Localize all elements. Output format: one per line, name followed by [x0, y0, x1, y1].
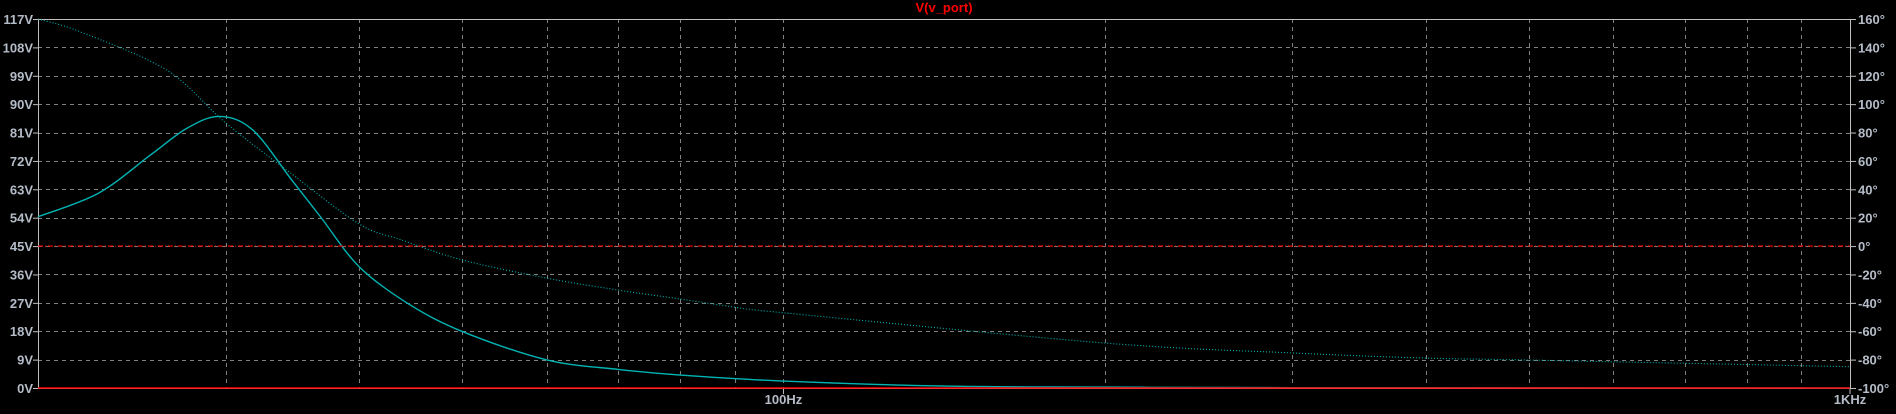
left-tick-label: 81V — [10, 126, 33, 141]
right-tick-label: -40° — [1858, 296, 1882, 311]
right-tick-label: 120° — [1858, 69, 1885, 84]
traces — [37, 18, 1851, 389]
right-axis: 160° 140° 120° 100° 80° 60° 40° 20° 0° -20° -40° -6… — [1850, 12, 1889, 396]
left-axis: 117V 108V 99V 90V 81V 72V 63V 54V 45V 36V 27V 18V 9V… — [3, 12, 38, 396]
grid — [38, 19, 1850, 388]
right-tick-label: 100° — [1858, 97, 1885, 112]
magnitude-trace-cyan[interactable] — [37, 115, 1851, 389]
left-tick-label: 72V — [10, 154, 33, 169]
left-tick-label: 117V — [3, 12, 33, 27]
left-tick-label: 36V — [10, 267, 33, 282]
right-tick-label: 160° — [1858, 12, 1885, 27]
phase-trace-cyan[interactable] — [37, 18, 1851, 368]
right-tick-label: -100° — [1858, 381, 1889, 396]
right-tick-label: 0° — [1858, 239, 1870, 254]
right-tick-label: 80° — [1858, 126, 1878, 141]
right-tick-label: -20° — [1858, 267, 1882, 282]
left-tick-label: 18V — [10, 324, 33, 339]
left-tick-label: 54V — [10, 211, 33, 226]
right-tick-label: -60° — [1858, 324, 1882, 339]
right-tick-label: 20° — [1858, 211, 1878, 226]
left-tick-label: 108V — [3, 40, 34, 55]
x-tick-label: 100Hz — [765, 392, 803, 407]
right-tick-label: -80° — [1858, 353, 1882, 368]
left-tick-label: 99V — [10, 69, 33, 84]
x-tick-label: 1KHz — [1834, 392, 1867, 407]
left-tick-label: 0V — [17, 381, 33, 396]
left-tick-label: 9V — [17, 353, 33, 368]
right-tick-label: 60° — [1858, 154, 1878, 169]
left-tick-label: 90V — [10, 97, 33, 112]
x-axis: 100Hz 1KHz — [765, 388, 1867, 407]
right-tick-label: 140° — [1858, 40, 1885, 55]
left-tick-label: 27V — [10, 296, 33, 311]
left-tick-label: 45V — [10, 239, 33, 254]
trace-label-v-port[interactable]: V(v_port) — [915, 0, 972, 15]
left-tick-label: 63V — [10, 182, 33, 197]
right-tick-label: 40° — [1858, 182, 1878, 197]
